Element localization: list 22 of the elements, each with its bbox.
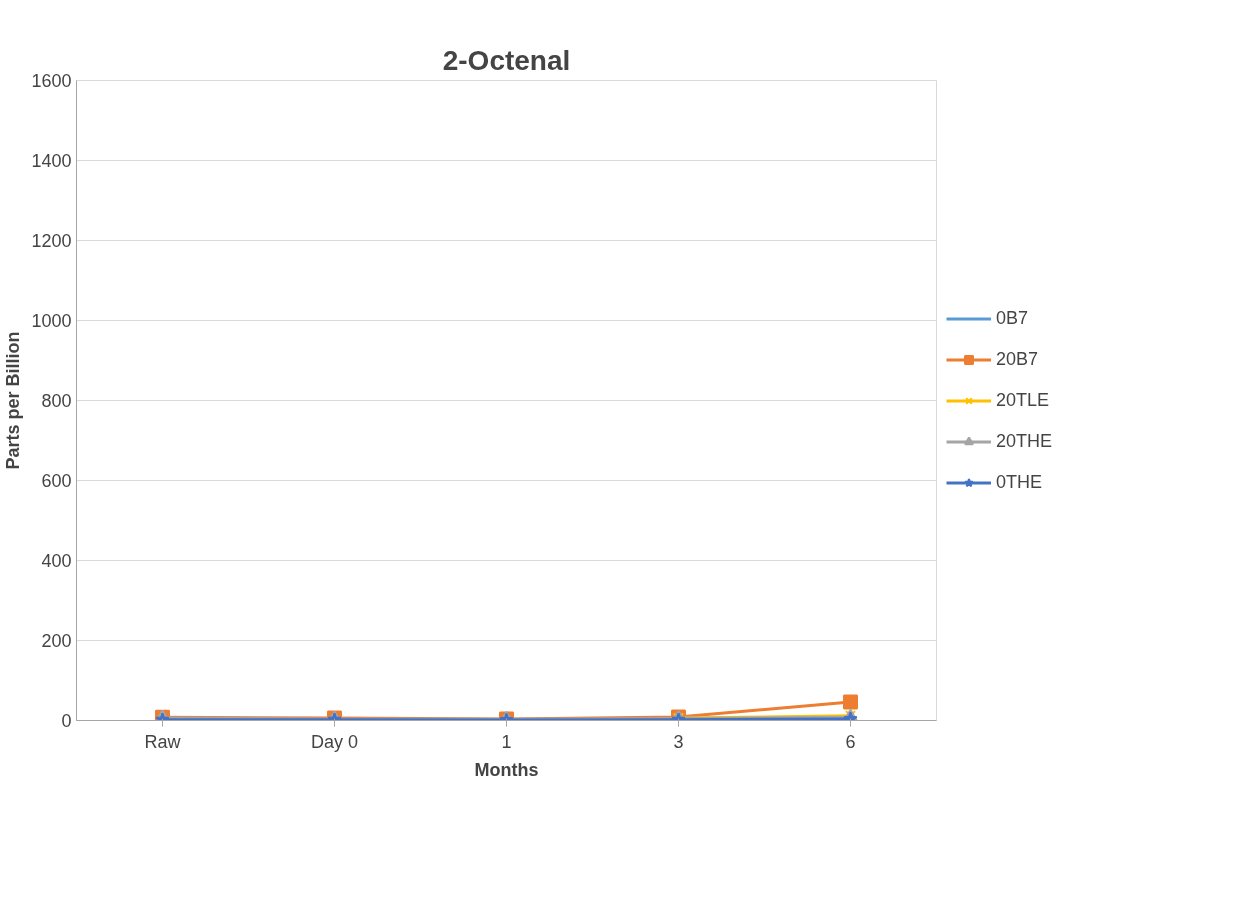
legend-label: 20B7 <box>996 348 1039 370</box>
legend-label: 0B7 <box>996 307 1029 329</box>
x-tick-label: Raw <box>144 731 182 752</box>
y-tick-label: 400 <box>41 551 72 571</box>
legend-label: 20TLE <box>996 389 1050 411</box>
x-tick-label: 6 <box>845 731 856 752</box>
chart-title: 2-Octenal <box>442 44 571 76</box>
y-axis-title: Parts per Billion <box>3 331 24 470</box>
y-tick-label: 600 <box>41 471 72 491</box>
y-tick-label: 0 <box>61 711 72 731</box>
legend-label: 20THE <box>996 430 1053 452</box>
y-tick-label: 1400 <box>31 151 72 171</box>
y-tick-label: 1200 <box>31 231 72 251</box>
y-tick-label: 200 <box>41 631 72 651</box>
x-tick-label: 3 <box>673 731 684 752</box>
legend-label: 0THE <box>996 471 1043 493</box>
y-tick-label: 1000 <box>31 311 72 331</box>
y-tick-label: 800 <box>41 391 72 411</box>
x-tick-label: 1 <box>501 731 512 752</box>
x-tick-label: Day 0 <box>310 731 359 752</box>
y-tick-label: 1600 <box>31 71 72 91</box>
x-axis-title: Months <box>474 759 539 780</box>
